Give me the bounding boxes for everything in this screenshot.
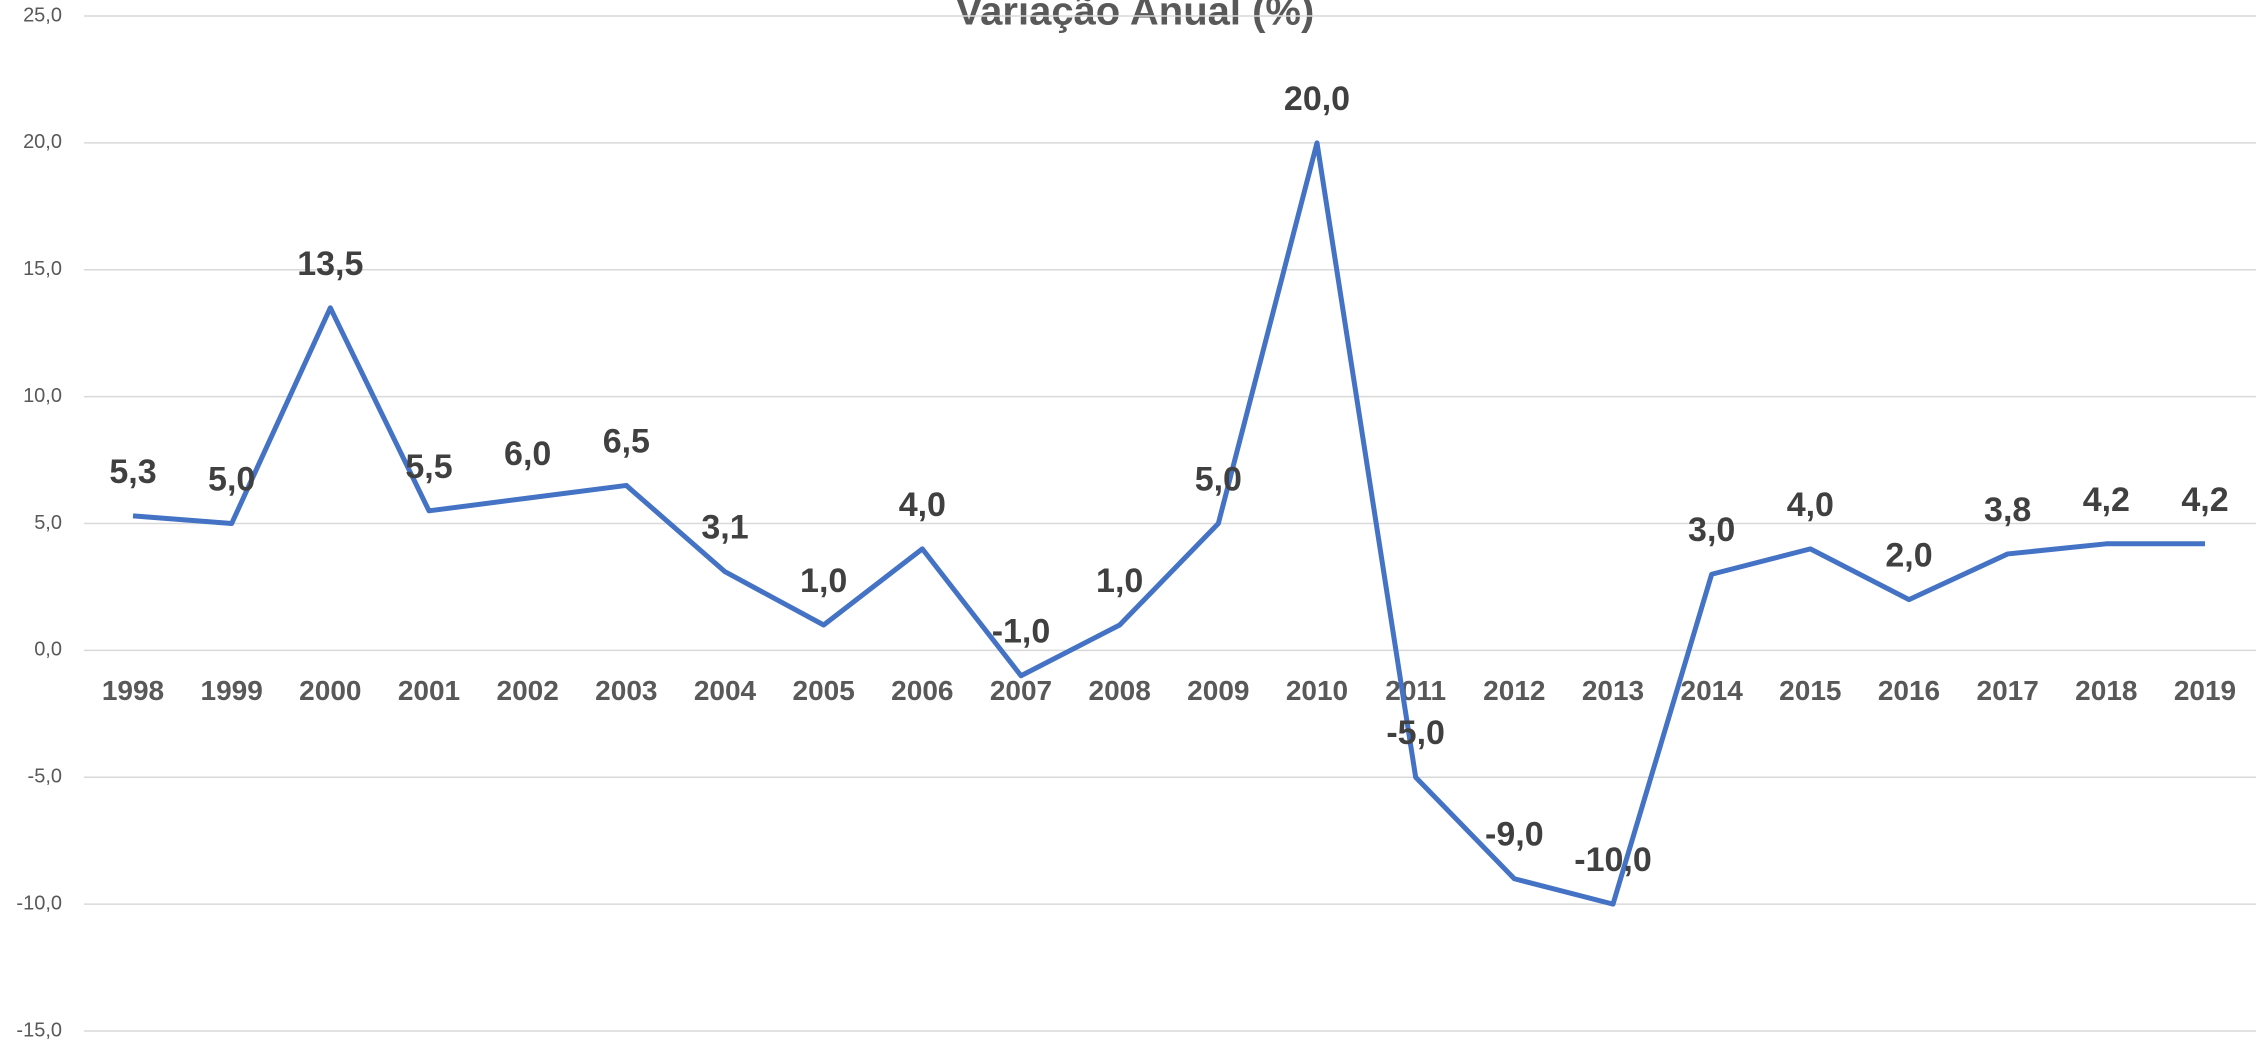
x-tick-label: 2005 — [793, 675, 855, 706]
line — [132, 140, 2205, 907]
data-label: 6,5 — [603, 422, 650, 460]
data-label: 3,8 — [1984, 491, 2031, 529]
data-label: 5,3 — [109, 453, 156, 491]
y-tick-label: 20,0 — [23, 131, 62, 153]
y-tick-label: 25,0 — [23, 4, 62, 26]
x-tick-label: 1999 — [201, 675, 263, 706]
x-tick-label: 2004 — [694, 675, 757, 706]
data-label: -1,0 — [992, 613, 1051, 651]
x-tick-label: 2000 — [299, 675, 361, 706]
x-tick-label: 2008 — [1089, 675, 1151, 706]
data-label: 4,0 — [899, 486, 946, 524]
data-label: 3,1 — [701, 509, 748, 547]
x-tick-label: 2016 — [1878, 675, 1940, 706]
x-tick-label: 2002 — [497, 675, 559, 706]
x-tick-label: 2014 — [1681, 675, 1744, 706]
x-tick-label: 2018 — [2075, 675, 2137, 706]
data-label: 3,0 — [1688, 511, 1735, 549]
x-tick-label: 2010 — [1286, 675, 1348, 706]
chart-title: Variação Anual (%) — [956, 0, 1315, 34]
data-label: 20,0 — [1284, 80, 1350, 118]
data-label: 4,2 — [2083, 481, 2130, 519]
data-label: 1,0 — [800, 562, 847, 600]
x-tick-label: 2007 — [990, 675, 1052, 706]
y-tick-label: -15,0 — [16, 1019, 62, 1041]
data-label: 5,5 — [405, 448, 452, 486]
y-tick-label: -5,0 — [28, 766, 62, 788]
y-tick-label: 5,0 — [34, 512, 62, 534]
data-label: 5,0 — [1195, 460, 1242, 498]
y-tick-label: 0,0 — [34, 639, 62, 661]
data-label: 1,0 — [1096, 562, 1143, 600]
data-label: -5,0 — [1386, 714, 1445, 752]
x-tick-label: 2015 — [1779, 675, 1841, 706]
data-label: -9,0 — [1485, 816, 1544, 854]
x-tick-label: 2001 — [398, 675, 460, 706]
data-label: 6,0 — [504, 435, 551, 473]
y-tick-label: -10,0 — [16, 892, 62, 914]
data-label: 13,5 — [297, 245, 363, 283]
data-label: 4,2 — [2181, 481, 2228, 519]
x-tick-label: 2006 — [891, 675, 953, 706]
x-tick-label: 1998 — [102, 675, 164, 706]
x-tick-label: 2013 — [1582, 675, 1644, 706]
data-label: 5,0 — [208, 460, 255, 498]
y-tick-label: 10,0 — [23, 385, 62, 407]
data-label: 4,0 — [1787, 486, 1834, 524]
x-tick-label: 2012 — [1483, 675, 1545, 706]
y-tick-label: 15,0 — [23, 258, 62, 280]
x-tick-label: 2003 — [595, 675, 657, 706]
data-label: -10,0 — [1574, 841, 1652, 879]
x-tick-label: 2019 — [2174, 675, 2236, 706]
x-tick-label: 2017 — [1977, 675, 2039, 706]
data-label: 2,0 — [1885, 537, 1932, 575]
x-tick-label: 2009 — [1187, 675, 1249, 706]
x-tick-label: 2011 — [1385, 675, 1446, 706]
